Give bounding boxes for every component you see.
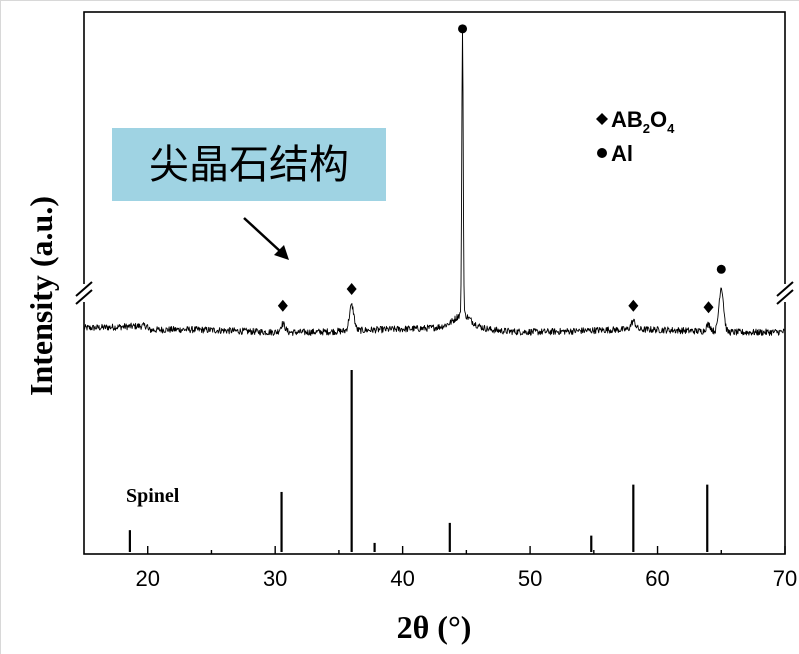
plot-frame [83, 11, 786, 555]
x-tick-label: 30 [263, 566, 287, 591]
x-tick-label: 20 [135, 566, 159, 591]
legend: AB2O4 Al [596, 107, 675, 166]
x-tick-label: 40 [390, 566, 414, 591]
x-axis-label: 2θ (°) [397, 609, 472, 645]
xrd-pattern-line [83, 28, 786, 336]
annotation-box [112, 128, 386, 201]
legend-diamond-marker [596, 113, 608, 125]
axis-break-right [774, 281, 796, 305]
peak-marker-diamond [703, 301, 714, 314]
legend-entry-al: Al [611, 141, 633, 166]
x-tick-label: 50 [518, 566, 542, 591]
peak-marker-circle [716, 264, 726, 274]
peak-marker-diamond [277, 299, 288, 312]
annotation-text: 尖晶石结构 [149, 143, 349, 187]
legend-entry-spinel-phase: AB2O4 [611, 107, 675, 136]
annotation-arrow [243, 217, 282, 253]
x-axis-ticks: 20 30 40 50 60 70 [135, 546, 797, 591]
x-tick-label: 70 [773, 566, 797, 591]
reference-label: Spinel [126, 485, 180, 507]
peak-marker-diamond [628, 299, 639, 312]
peak-marker-diamond [346, 283, 357, 295]
y-axis-label: Intensity (a.u.) [23, 196, 59, 396]
legend-circle-marker [597, 148, 607, 158]
peak-marker-circle [458, 24, 468, 34]
axis-break-left [73, 281, 95, 305]
x-tick-label: 60 [645, 566, 669, 591]
reference-pattern [128, 370, 709, 552]
annotation: 尖晶石结构 [112, 128, 386, 260]
phase-markers [277, 24, 726, 314]
annotation-arrowhead [274, 245, 289, 260]
